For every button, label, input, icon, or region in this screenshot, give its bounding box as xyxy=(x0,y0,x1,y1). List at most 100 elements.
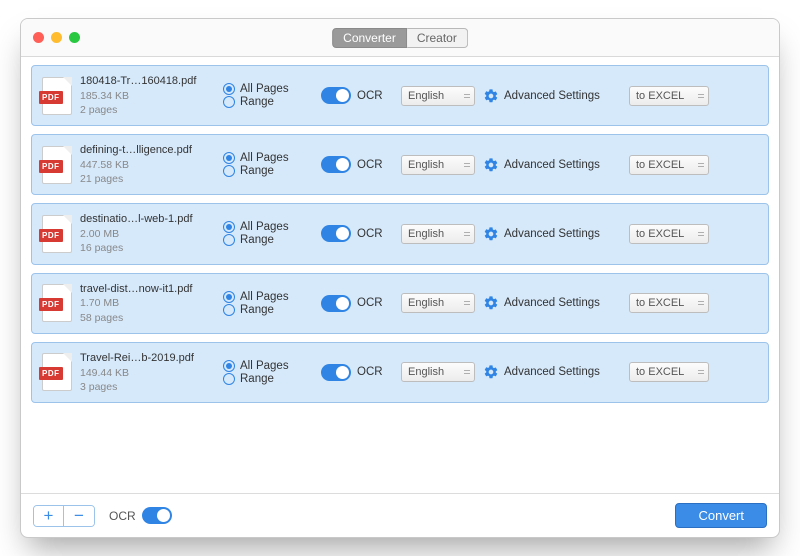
file-size: 2.00 MB xyxy=(80,227,215,241)
output-format-select[interactable]: to EXCEL xyxy=(629,224,709,244)
pdf-badge: PDF xyxy=(39,91,63,104)
pdf-badge: PDF xyxy=(39,367,63,380)
ocr-group: OCR xyxy=(321,364,393,381)
page-scope-group: All PagesRange xyxy=(223,359,313,386)
file-list: PDF 180418-Tr…160418.pdf185.34 KB2 pages A… xyxy=(21,57,779,493)
file-row[interactable]: PDF destinatio…l-web-1.pdf2.00 MB16 pages… xyxy=(31,203,769,264)
file-size: 185.34 KB xyxy=(80,89,215,103)
file-row[interactable]: PDF travel-dist…now-it1.pdf1.70 MB58 page… xyxy=(31,273,769,334)
file-pages: 16 pages xyxy=(80,241,215,255)
file-info: defining-t…lligence.pdf447.58 KB21 pages xyxy=(80,143,215,186)
zoom-icon[interactable] xyxy=(69,32,80,43)
ocr-toggle[interactable] xyxy=(321,87,351,104)
tab-converter[interactable]: Converter xyxy=(332,28,407,48)
output-format-select[interactable]: to EXCEL xyxy=(629,293,709,313)
radio-range[interactable]: Range xyxy=(223,234,313,246)
ocr-group: OCR xyxy=(321,295,393,312)
ocr-toggle[interactable] xyxy=(321,225,351,242)
pdf-badge: PDF xyxy=(39,229,63,242)
remove-file-button[interactable]: − xyxy=(64,506,94,526)
file-pages: 2 pages xyxy=(80,103,215,117)
footer-ocr-label: OCR xyxy=(109,509,136,523)
pdf-file-icon: PDF xyxy=(42,215,72,253)
advanced-settings-button[interactable]: Advanced Settings xyxy=(483,157,621,173)
ocr-toggle[interactable] xyxy=(321,364,351,381)
file-size: 1.70 MB xyxy=(80,296,215,310)
minimize-icon[interactable] xyxy=(51,32,62,43)
radio-range[interactable]: Range xyxy=(223,373,313,385)
ocr-toggle[interactable] xyxy=(321,156,351,173)
file-row[interactable]: PDF 180418-Tr…160418.pdf185.34 KB2 pages A… xyxy=(31,65,769,126)
language-select[interactable]: English xyxy=(401,86,475,106)
convert-button[interactable]: Convert xyxy=(675,503,767,528)
gear-icon xyxy=(483,226,499,242)
radio-all-pages[interactable]: All Pages xyxy=(223,360,313,372)
pdf-file-icon: PDF xyxy=(42,353,72,391)
file-size: 447.58 KB xyxy=(80,158,215,172)
page-scope-group: All PagesRange xyxy=(223,290,313,317)
file-info: 180418-Tr…160418.pdf185.34 KB2 pages xyxy=(80,74,215,117)
language-select[interactable]: English xyxy=(401,155,475,175)
language-select[interactable]: English xyxy=(401,293,475,313)
pdf-badge: PDF xyxy=(39,298,63,311)
file-row[interactable]: PDF defining-t…lligence.pdf447.58 KB21 pa… xyxy=(31,134,769,195)
output-format-select[interactable]: to EXCEL xyxy=(629,86,709,106)
file-name: 180418-Tr…160418.pdf xyxy=(80,74,215,89)
advanced-settings-button[interactable]: Advanced Settings xyxy=(483,295,621,311)
file-size: 149.44 KB xyxy=(80,366,215,380)
page-scope-group: All PagesRange xyxy=(223,220,313,247)
gear-icon xyxy=(483,88,499,104)
file-row[interactable]: PDFTravel-Rei…b-2019.pdf149.44 KB3 pages… xyxy=(31,342,769,403)
gear-icon xyxy=(483,295,499,311)
file-pages: 3 pages xyxy=(80,380,215,394)
page-scope-group: All PagesRange xyxy=(223,82,313,109)
advanced-settings-button[interactable]: Advanced Settings xyxy=(483,88,621,104)
ocr-label: OCR xyxy=(357,297,383,309)
mode-segmented-control: Converter Creator xyxy=(332,28,468,48)
ocr-group: OCR xyxy=(321,225,393,242)
radio-all-pages[interactable]: All Pages xyxy=(223,291,313,303)
page-scope-group: All PagesRange xyxy=(223,151,313,178)
ocr-label: OCR xyxy=(357,366,383,378)
advanced-settings-button[interactable]: Advanced Settings xyxy=(483,226,621,242)
footer-ocr-toggle[interactable] xyxy=(142,507,172,524)
ocr-label: OCR xyxy=(357,90,383,102)
file-info: destinatio…l-web-1.pdf2.00 MB16 pages xyxy=(80,212,215,255)
ocr-toggle[interactable] xyxy=(321,295,351,312)
file-name: travel-dist…now-it1.pdf xyxy=(80,282,215,297)
file-pages: 21 pages xyxy=(80,172,215,186)
gear-icon xyxy=(483,364,499,380)
app-window: Converter Creator PDF 180418-Tr…160418.pd… xyxy=(20,18,780,538)
file-info: travel-dist…now-it1.pdf1.70 MB58 pages xyxy=(80,282,215,325)
output-format-select[interactable]: to EXCEL xyxy=(629,155,709,175)
output-format-select[interactable]: to EXCEL xyxy=(629,362,709,382)
add-file-button[interactable]: + xyxy=(34,506,64,526)
pdf-file-icon: PDF xyxy=(42,146,72,184)
close-icon[interactable] xyxy=(33,32,44,43)
radio-all-pages[interactable]: All Pages xyxy=(223,152,313,164)
gear-icon xyxy=(483,157,499,173)
pdf-file-icon: PDF xyxy=(42,284,72,322)
file-pages: 58 pages xyxy=(80,311,215,325)
radio-range[interactable]: Range xyxy=(223,96,313,108)
traffic-lights xyxy=(33,32,80,43)
footer-bar: + − OCR Convert xyxy=(21,493,779,537)
advanced-settings-button[interactable]: Advanced Settings xyxy=(483,364,621,380)
ocr-group: OCR xyxy=(321,87,393,104)
tab-creator[interactable]: Creator xyxy=(407,28,468,48)
footer-ocr-group: OCR xyxy=(109,507,172,524)
pdf-badge: PDF xyxy=(39,160,63,173)
add-remove-group: + − xyxy=(33,505,95,527)
pdf-file-icon: PDF xyxy=(42,77,72,115)
file-name: destinatio…l-web-1.pdf xyxy=(80,212,215,227)
radio-all-pages[interactable]: All Pages xyxy=(223,221,313,233)
radio-range[interactable]: Range xyxy=(223,165,313,177)
language-select[interactable]: English xyxy=(401,224,475,244)
title-bar: Converter Creator xyxy=(21,19,779,57)
radio-all-pages[interactable]: All Pages xyxy=(223,83,313,95)
ocr-label: OCR xyxy=(357,228,383,240)
language-select[interactable]: English xyxy=(401,362,475,382)
file-name: defining-t…lligence.pdf xyxy=(80,143,215,158)
radio-range[interactable]: Range xyxy=(223,304,313,316)
ocr-group: OCR xyxy=(321,156,393,173)
